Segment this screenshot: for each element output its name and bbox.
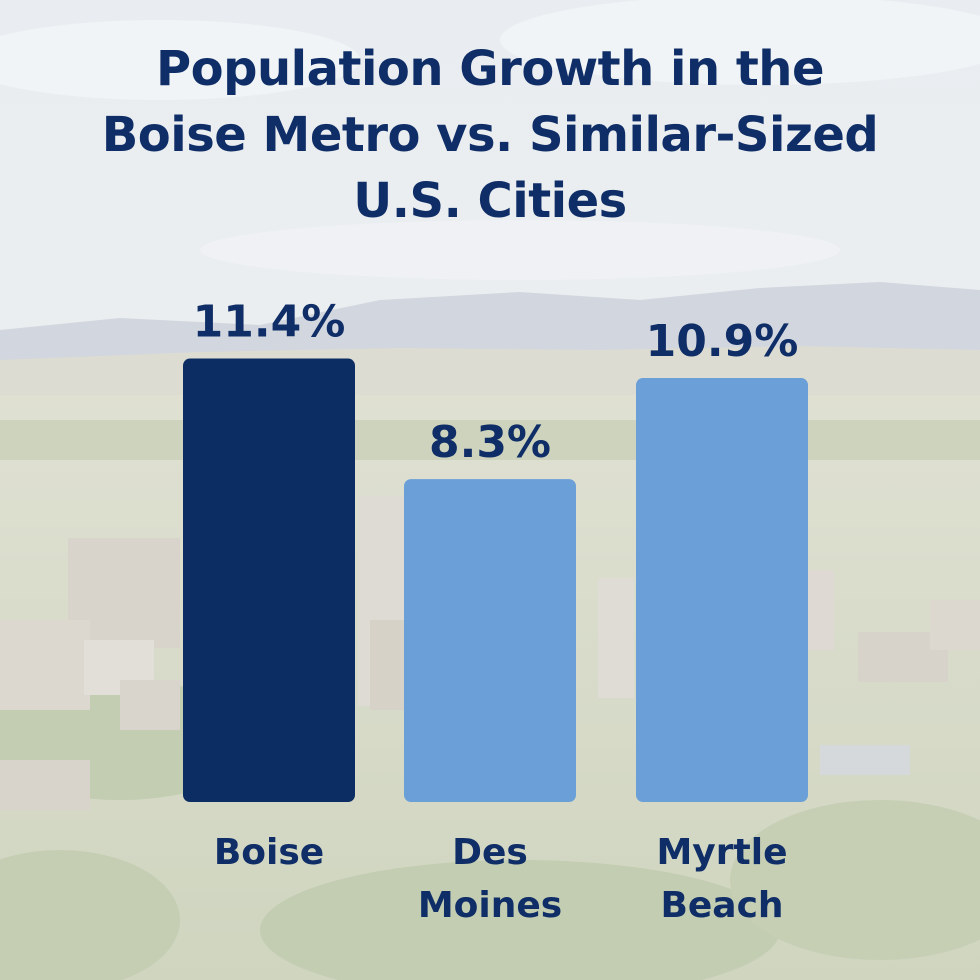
value-label-boise: 11.4% bbox=[193, 297, 346, 348]
category-label-boise: Boise bbox=[214, 832, 324, 873]
bar-boise bbox=[183, 358, 355, 802]
category-label-myrtle-beach: Myrtle Beach bbox=[656, 832, 787, 926]
chart-title: Population Growth in the Boise Metro vs.… bbox=[101, 41, 879, 229]
category-label-des-moines: Des Moines bbox=[418, 832, 562, 926]
value-label-myrtle-beach: 10.9% bbox=[646, 316, 799, 367]
value-label-des-moines: 8.3% bbox=[429, 417, 551, 468]
bar-myrtle-beach bbox=[636, 377, 808, 802]
bar-des-moines bbox=[404, 479, 576, 802]
